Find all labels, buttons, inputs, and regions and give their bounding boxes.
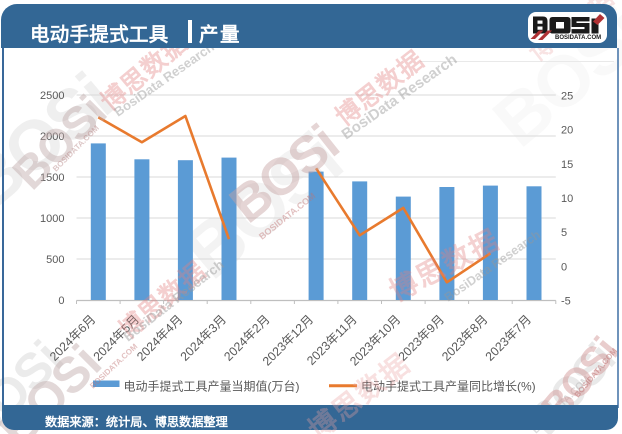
svg-text:0: 0	[561, 261, 567, 273]
svg-text:10: 10	[561, 193, 573, 205]
svg-text:2500: 2500	[40, 90, 64, 102]
svg-text:博思数据: 博思数据	[303, 347, 417, 434]
svg-text:BOSIDATA.COM: BOSIDATA.COM	[555, 35, 601, 41]
svg-text:电动手提式工具产量当期值(万台): 电动手提式工具产量当期值(万台)	[124, 379, 300, 394]
svg-text:500: 500	[46, 254, 64, 266]
svg-text:5: 5	[561, 227, 567, 239]
svg-text:0: 0	[58, 295, 64, 307]
svg-text:-5: -5	[561, 296, 571, 308]
svg-text:20: 20	[561, 125, 573, 137]
svg-text:2000: 2000	[40, 131, 64, 143]
svg-text:1500: 1500	[40, 172, 64, 184]
svg-text:电动手提式工具产量同比增长(%): 电动手提式工具产量同比增长(%)	[361, 379, 536, 394]
svg-text:15: 15	[561, 159, 573, 171]
svg-text:1000: 1000	[40, 213, 64, 225]
svg-text:25: 25	[561, 90, 573, 102]
